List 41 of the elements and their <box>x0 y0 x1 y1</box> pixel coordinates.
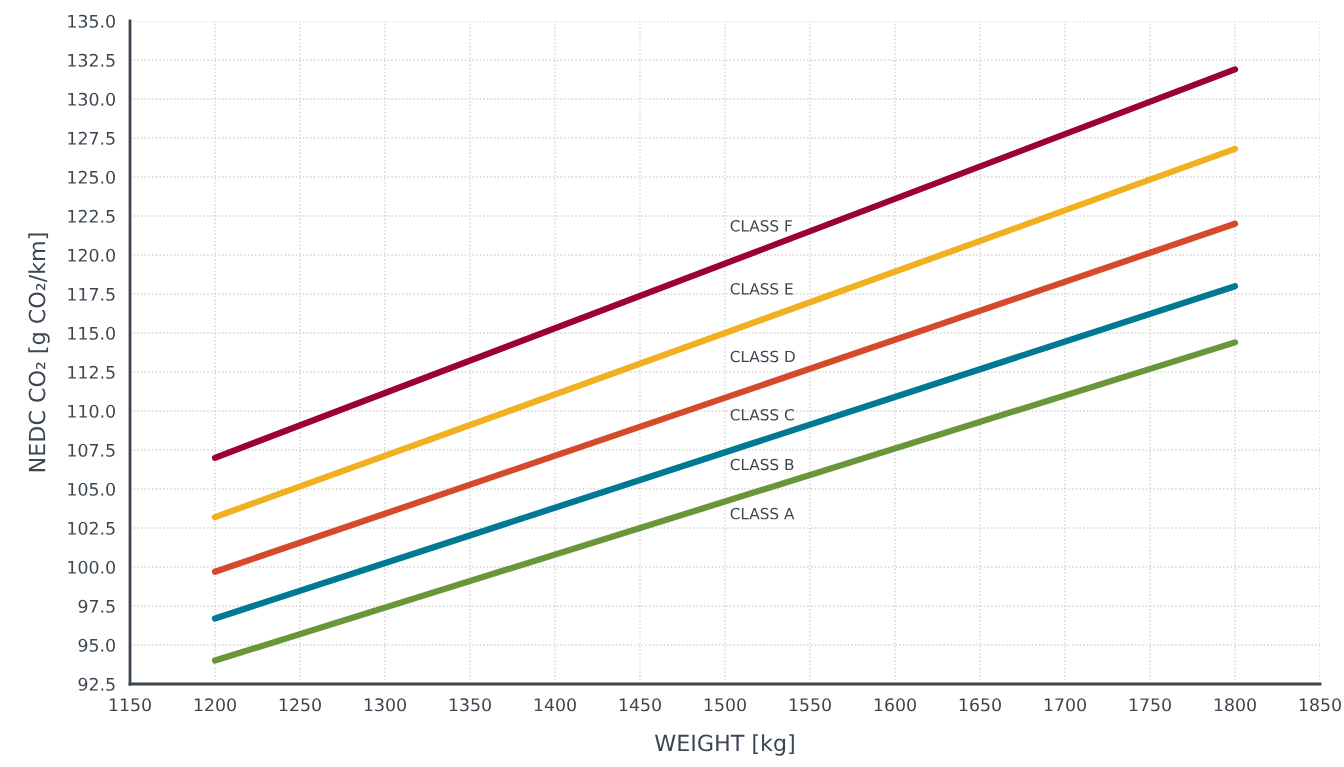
y-tick-label: 115.0 <box>68 326 115 340</box>
x-tick-label: 1550 <box>789 698 831 712</box>
y-tick-label: 100.0 <box>68 560 115 574</box>
annotation: CLASS F <box>730 220 792 232</box>
annotation: CLASS B <box>730 458 794 471</box>
x-tick-label: 1200 <box>194 698 236 712</box>
y-tick-label: 97.5 <box>78 599 115 613</box>
y-tick-label: 120.0 <box>68 248 115 262</box>
annotation: CLASS C <box>730 409 794 421</box>
y-tick-label: 102.5 <box>68 521 115 535</box>
x-tick-label: 1250 <box>279 698 321 712</box>
y-tick-label: 105.0 <box>68 482 115 496</box>
y-tick-label: 95.0 <box>78 638 115 652</box>
x-tick-label: 1450 <box>619 698 661 712</box>
x-tick-label: 1400 <box>534 698 576 712</box>
x-tick-label: 1850 <box>1299 698 1341 712</box>
y-axis-title: NEDC CO₂ [g CO₂/km] <box>28 233 50 472</box>
y-tick-label: 125.0 <box>68 170 115 184</box>
y-tick-label: 132.5 <box>68 53 115 67</box>
y-tick-label: 130.0 <box>68 92 115 106</box>
x-axis-title: WEIGHT [kg] <box>655 734 794 756</box>
annotation: CLASS D <box>730 350 795 363</box>
y-tick-label: 112.5 <box>68 365 115 379</box>
x-tick-label: 1700 <box>1044 698 1086 712</box>
x-tick-label: 1350 <box>449 698 491 712</box>
y-tick-label: 92.5 <box>78 677 115 691</box>
y-tick-label: 107.5 <box>68 443 115 457</box>
y-tick-label: 135.0 <box>68 14 115 28</box>
annotation: CLASS A <box>730 507 795 520</box>
x-tick-label: 1300 <box>364 698 406 712</box>
x-tick-label: 1600 <box>874 698 916 712</box>
y-tick-label: 122.5 <box>68 209 115 223</box>
x-tick-label: 1150 <box>109 698 151 712</box>
y-tick-label: 110.0 <box>68 404 115 418</box>
annotation: CLASS E <box>730 283 793 295</box>
x-tick-label: 1800 <box>1214 698 1256 712</box>
x-tick-label: 1750 <box>1129 698 1171 712</box>
y-tick-label: 117.5 <box>68 287 115 301</box>
y-tick-label: 127.5 <box>68 131 115 145</box>
x-tick-label: 1500 <box>704 698 746 712</box>
x-tick-label: 1650 <box>959 698 1001 712</box>
